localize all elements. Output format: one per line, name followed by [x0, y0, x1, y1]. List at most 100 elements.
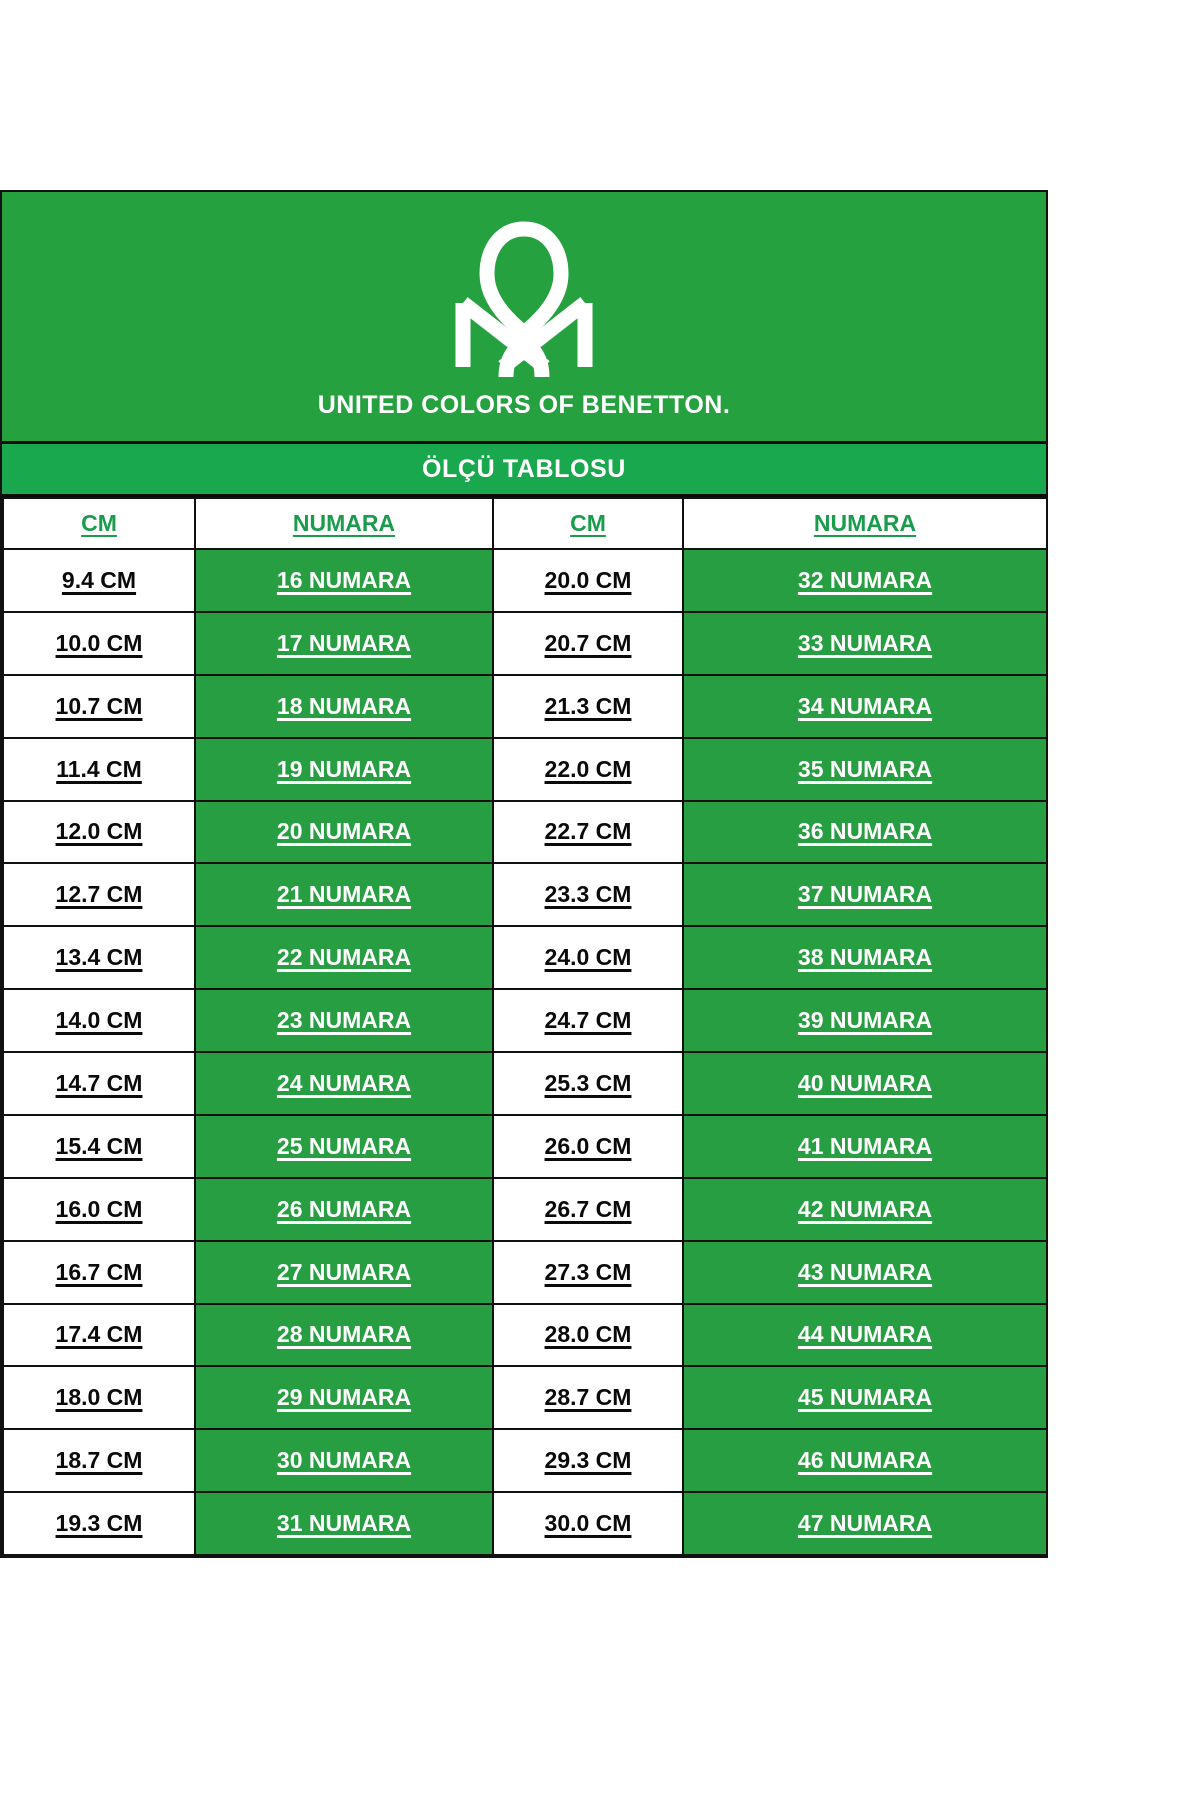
table-header-row: CM NUMARA CM NUMARA — [2, 497, 1048, 550]
cell-cm: 17.4 CM — [2, 1302, 196, 1368]
cell-value: 15.4 CM — [55, 1132, 143, 1159]
cell-value: 29.3 CM — [544, 1447, 632, 1474]
cell-value: 22.0 CM — [544, 755, 632, 782]
cell-value: 16.0 CM — [55, 1195, 143, 1222]
cell-value: 12.0 CM — [55, 818, 143, 845]
table-row: 15.4 CM 25 NUMARA 26.0 CM 41 NUMARA — [2, 1113, 1048, 1179]
cell-cm: 20.7 CM — [492, 610, 684, 676]
cell-cm: 20.0 CM — [492, 548, 684, 613]
cell-value: 26.0 CM — [544, 1132, 632, 1159]
cell-value: 46 NUMARA — [797, 1447, 933, 1474]
cell-cm: 11.4 CM — [2, 736, 196, 802]
table-row: 14.7 CM 24 NUMARA 25.3 CM 40 NUMARA — [2, 1051, 1048, 1116]
cell-value: 21 NUMARA — [276, 881, 412, 908]
cell-numara: 33 NUMARA — [682, 610, 1048, 676]
cell-cm: 13.4 CM — [2, 925, 196, 991]
cell-value: 18.7 CM — [55, 1447, 143, 1474]
cell-cm: 28.0 CM — [492, 1302, 684, 1368]
cell-value: 37 NUMARA — [797, 881, 933, 908]
cell-value: 35 NUMARA — [797, 755, 933, 782]
cell-value: 43 NUMARA — [797, 1258, 933, 1285]
cell-numara: 35 NUMARA — [682, 736, 1048, 802]
cell-numara: 24 NUMARA — [194, 1051, 494, 1116]
table-row: 11.4 CM 19 NUMARA 22.0 CM 35 NUMARA — [2, 736, 1048, 802]
cell-value: 36 NUMARA — [797, 818, 933, 845]
cell-cm: 26.0 CM — [492, 1113, 684, 1179]
cell-cm: 24.7 CM — [492, 988, 684, 1053]
cell-value: 30.0 CM — [544, 1510, 632, 1537]
cell-cm: 15.4 CM — [2, 1113, 196, 1179]
cell-value: 45 NUMARA — [797, 1384, 933, 1411]
cell-cm: 30.0 CM — [492, 1491, 684, 1556]
cell-cm: 21.3 CM — [492, 673, 684, 739]
cell-cm: 14.0 CM — [2, 988, 196, 1053]
chart-title-band: ÖLÇÜ TABLOSU — [2, 444, 1046, 497]
cell-cm: 26.7 CM — [492, 1176, 684, 1242]
cell-cm: 16.0 CM — [2, 1176, 196, 1242]
cell-numara: 25 NUMARA — [194, 1113, 494, 1179]
cell-cm: 10.0 CM — [2, 610, 196, 676]
cell-value: 24.7 CM — [544, 1007, 632, 1034]
cell-value: 17 NUMARA — [276, 629, 412, 656]
cell-value: 23 NUMARA — [276, 1007, 412, 1034]
cell-value: 29 NUMARA — [276, 1384, 412, 1411]
cell-value: 20 NUMARA — [276, 818, 412, 845]
column-header-numara-right: NUMARA — [682, 497, 1048, 550]
cell-numara: 17 NUMARA — [194, 610, 494, 676]
cell-cm: 18.0 CM — [2, 1365, 196, 1431]
cell-numara: 18 NUMARA — [194, 673, 494, 739]
table-row: 18.0 CM 29 NUMARA 28.7 CM 45 NUMARA — [2, 1365, 1048, 1431]
cell-value: 16.7 CM — [55, 1258, 143, 1285]
table-row: 12.0 CM 20 NUMARA 22.7 CM 36 NUMARA — [2, 799, 1048, 865]
size-conversion-table: CM NUMARA CM NUMARA 9.4 CM 16 NUMARA 20.0 … — [2, 497, 1048, 1556]
table-row: 10.0 CM 17 NUMARA 20.7 CM 33 NUMARA — [2, 610, 1048, 676]
cell-numara: 43 NUMARA — [682, 1239, 1048, 1305]
cell-numara: 19 NUMARA — [194, 736, 494, 802]
cell-numara: 39 NUMARA — [682, 988, 1048, 1053]
cell-value: 14.0 CM — [55, 1007, 143, 1034]
cell-value: 23.3 CM — [544, 881, 632, 908]
cell-value: 9.4 CM — [61, 566, 137, 593]
cell-cm: 12.0 CM — [2, 799, 196, 865]
cell-value: 16 NUMARA — [276, 566, 412, 593]
cell-value: 18.0 CM — [55, 1384, 143, 1411]
cell-value: 31 NUMARA — [276, 1510, 412, 1537]
cell-value: 24.0 CM — [544, 944, 632, 971]
cell-value: 20.0 CM — [544, 566, 632, 593]
cell-value: 17.4 CM — [55, 1321, 143, 1348]
cell-numara: 16 NUMARA — [194, 548, 494, 613]
column-header-cm-left: CM — [2, 497, 196, 550]
cell-numara: 29 NUMARA — [194, 1365, 494, 1431]
cell-cm: 25.3 CM — [492, 1051, 684, 1116]
cell-cm: 27.3 CM — [492, 1239, 684, 1305]
cell-cm: 10.7 CM — [2, 673, 196, 739]
cell-numara: 30 NUMARA — [194, 1428, 494, 1494]
cell-value: 25 NUMARA — [276, 1132, 412, 1159]
table-row: 16.0 CM 26 NUMARA 26.7 CM 42 NUMARA — [2, 1176, 1048, 1242]
cell-value: 41 NUMARA — [797, 1132, 933, 1159]
cell-cm: 29.3 CM — [492, 1428, 684, 1494]
cell-value: 27.3 CM — [544, 1258, 632, 1285]
chart-title: ÖLÇÜ TABLOSU — [422, 454, 626, 483]
cell-value: 26 NUMARA — [276, 1195, 412, 1222]
cell-value: 19 NUMARA — [276, 755, 412, 782]
cell-cm: 28.7 CM — [492, 1365, 684, 1431]
table-row: 19.3 CM 31 NUMARA 30.0 CM 47 NUMARA — [2, 1491, 1048, 1556]
cell-value: 24 NUMARA — [276, 1069, 412, 1096]
size-chart-card: UNITED COLORS OF BENETTON. ÖLÇÜ TABLOSU … — [0, 190, 1048, 1558]
cell-numara: 20 NUMARA — [194, 799, 494, 865]
cell-numara: 23 NUMARA — [194, 988, 494, 1053]
cell-value: 39 NUMARA — [797, 1007, 933, 1034]
cell-cm: 22.7 CM — [492, 799, 684, 865]
cell-value: 20.7 CM — [544, 629, 632, 656]
cell-value: 21.3 CM — [544, 692, 632, 719]
cell-value: 32 NUMARA — [797, 566, 933, 593]
cell-value: 30 NUMARA — [276, 1447, 412, 1474]
cell-value: 22.7 CM — [544, 818, 632, 845]
cell-value: 27 NUMARA — [276, 1258, 412, 1285]
cell-cm: 9.4 CM — [2, 548, 196, 613]
column-header-cm-right: CM — [492, 497, 684, 550]
table-row: 17.4 CM 28 NUMARA 28.0 CM 44 NUMARA — [2, 1302, 1048, 1368]
cell-numara: 22 NUMARA — [194, 925, 494, 991]
cell-value: 19.3 CM — [55, 1510, 143, 1537]
